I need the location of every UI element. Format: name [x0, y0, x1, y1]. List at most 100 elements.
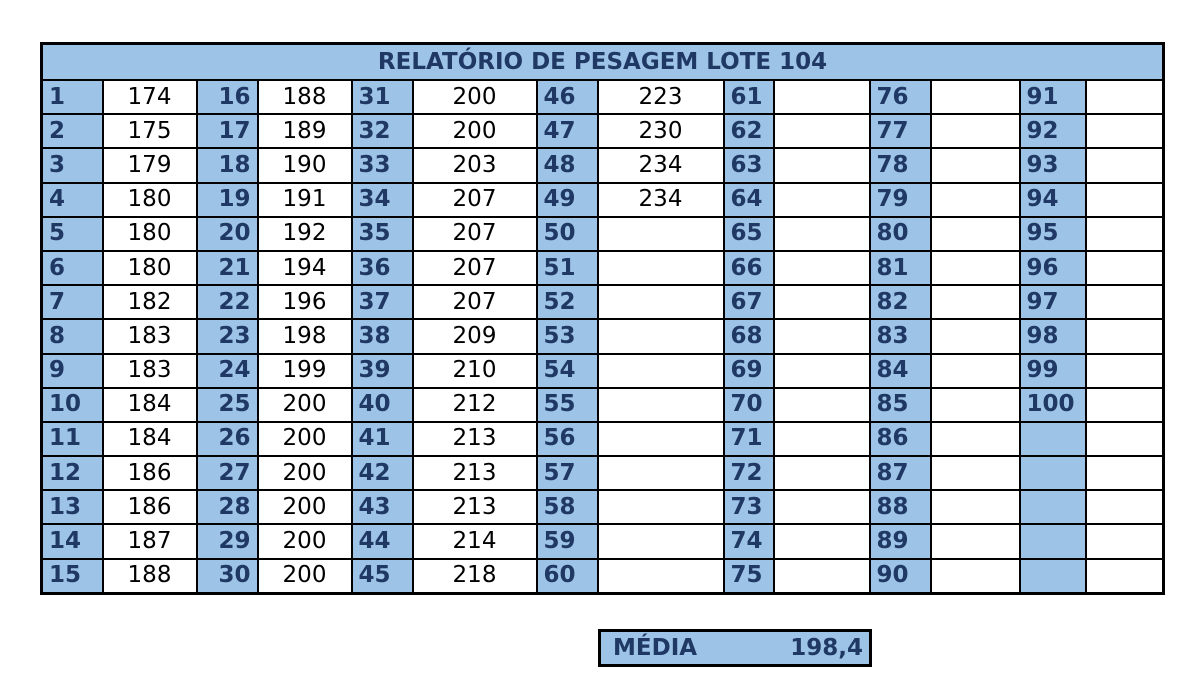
animal-number-cell: 17	[195, 113, 259, 150]
animal-number-cell: 70	[722, 386, 775, 423]
weight-cell: 179	[101, 147, 198, 184]
weight-cell	[1084, 455, 1165, 492]
animal-number-cell: 43	[350, 489, 414, 526]
weight-cell	[1084, 113, 1165, 150]
weight-cell: 209	[411, 318, 538, 355]
animal-number-cell	[1018, 489, 1087, 526]
average-label: MÉDIA	[613, 635, 698, 661]
animal-number-cell: 3	[40, 147, 104, 184]
animal-number-cell: 86	[868, 420, 932, 458]
weight-cell: 207	[411, 181, 538, 218]
weight-cell: 207	[411, 284, 538, 321]
report-title: RELATÓRIO DE PESAGEM LOTE 104	[40, 42, 1165, 81]
animal-number-cell: 64	[722, 181, 775, 218]
animal-number-cell: 38	[350, 318, 414, 355]
weight-cell: 191	[256, 181, 353, 218]
animal-number-cell: 97	[1018, 284, 1087, 321]
table-row: 13 186 28 200 43 213 58 73 88	[40, 489, 1165, 526]
weight-cell: 194	[256, 249, 353, 287]
weight-cell: 213	[411, 420, 538, 458]
weight-cell: 200	[256, 455, 353, 492]
weight-cell: 200	[411, 78, 538, 116]
animal-number-cell: 79	[868, 181, 932, 218]
animal-number-cell: 72	[722, 455, 775, 492]
weight-cell: 186	[101, 489, 198, 526]
weight-cell	[929, 318, 1021, 355]
animal-number-cell: 40	[350, 386, 414, 423]
animal-number-cell: 27	[195, 455, 259, 492]
weight-cell	[1084, 249, 1165, 287]
table-row: 15 188 30 200 45 218 60 75 90	[40, 557, 1165, 595]
animal-number-cell: 37	[350, 284, 414, 321]
weight-cell	[929, 249, 1021, 287]
animal-number-cell: 71	[722, 420, 775, 458]
weight-cell	[1084, 523, 1165, 560]
weight-cell	[929, 352, 1021, 389]
animal-number-cell: 18	[195, 147, 259, 184]
animal-number-cell: 30	[195, 557, 259, 595]
weight-cell	[929, 78, 1021, 116]
weight-cell: 200	[256, 557, 353, 595]
animal-number-cell: 15	[40, 557, 104, 595]
weight-cell	[772, 352, 871, 389]
weight-cell	[929, 386, 1021, 423]
animal-number-cell: 65	[722, 215, 775, 252]
weight-cell	[772, 215, 871, 252]
weight-cell	[1084, 420, 1165, 458]
animal-number-cell: 96	[1018, 249, 1087, 287]
animal-number-cell: 91	[1018, 78, 1087, 116]
weight-cell: 183	[101, 318, 198, 355]
weight-cell	[929, 557, 1021, 595]
animal-number-cell: 66	[722, 249, 775, 287]
weight-cell: 200	[256, 489, 353, 526]
weight-cell	[1084, 489, 1165, 526]
weight-cell: 212	[411, 386, 538, 423]
weight-cell: 199	[256, 352, 353, 389]
table-row: 12 186 27 200 42 213 57 72 87	[40, 455, 1165, 492]
animal-number-cell: 29	[195, 523, 259, 560]
animal-number-cell: 83	[868, 318, 932, 355]
animal-number-cell: 85	[868, 386, 932, 423]
weight-cell	[596, 352, 725, 389]
weight-cell: 189	[256, 113, 353, 150]
animal-number-cell: 60	[535, 557, 599, 595]
animal-number-cell: 68	[722, 318, 775, 355]
table-row: 3 179 18 190 33 203 48 234 63 78 93	[40, 147, 1165, 184]
animal-number-cell: 10	[40, 386, 104, 423]
animal-number-cell: 16	[195, 78, 259, 116]
animal-number-cell: 76	[868, 78, 932, 116]
weighing-report-table: RELATÓRIO DE PESAGEM LOTE 104 1 174 16 188 3…	[40, 42, 1166, 595]
animal-number-cell: 73	[722, 489, 775, 526]
animal-number-cell: 89	[868, 523, 932, 560]
animal-number-cell: 7	[40, 284, 104, 321]
weight-cell	[929, 147, 1021, 184]
animal-number-cell: 44	[350, 523, 414, 560]
weight-cell	[596, 523, 725, 560]
weight-cell: 198	[256, 318, 353, 355]
weight-cell: 203	[411, 147, 538, 184]
weight-cell: 187	[101, 523, 198, 560]
animal-number-cell: 53	[535, 318, 599, 355]
weight-cell	[596, 249, 725, 287]
weight-cell	[929, 113, 1021, 150]
table-row: 5 180 20 192 35 207 50 65 80 95	[40, 215, 1165, 252]
weight-cell	[772, 249, 871, 287]
animal-number-cell: 55	[535, 386, 599, 423]
table-row: 1 174 16 188 31 200 46 223 61 76 91	[40, 78, 1165, 116]
animal-number-cell: 25	[195, 386, 259, 423]
weight-cell: 223	[596, 78, 725, 116]
animal-number-cell: 19	[195, 181, 259, 218]
animal-number-cell: 35	[350, 215, 414, 252]
weight-cell	[929, 420, 1021, 458]
weight-cell	[596, 420, 725, 458]
animal-number-cell: 36	[350, 249, 414, 287]
weight-cell: 213	[411, 455, 538, 492]
weight-cell	[772, 523, 871, 560]
weight-cell: 180	[101, 181, 198, 218]
table-row: 2 175 17 189 32 200 47 230 62 77 92	[40, 113, 1165, 150]
animal-number-cell: 93	[1018, 147, 1087, 184]
animal-number-cell: 94	[1018, 181, 1087, 218]
weight-cell	[929, 215, 1021, 252]
weight-cell: 196	[256, 284, 353, 321]
animal-number-cell: 51	[535, 249, 599, 287]
